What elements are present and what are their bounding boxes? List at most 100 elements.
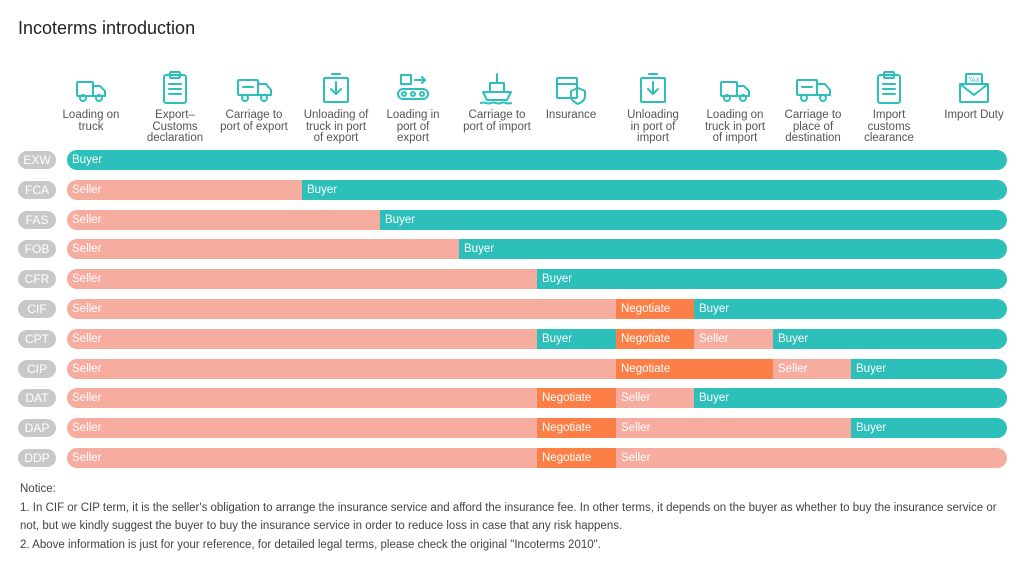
responsibility-bar: Seller Buyer	[67, 209, 1007, 230]
term-code: CIP	[18, 359, 56, 378]
notice-line-2: 2. Above information is just for your re…	[20, 538, 601, 551]
stage-column: Carriage to port of export	[215, 70, 293, 133]
term-row: FOB Seller Buyer	[0, 239, 1024, 260]
buyer-segment: Buyer	[67, 150, 1007, 170]
stage-column: Loading on truck	[52, 70, 130, 133]
notice-line-1: 1. In CIF or CIP term, it is the seller'…	[20, 501, 997, 533]
stage-label: Export– Customs declaration	[146, 109, 204, 144]
buyer-segment: Buyer	[380, 209, 1007, 230]
responsibility-bar: Seller Negotiate Seller	[67, 448, 1007, 468]
seller-segment: Seller	[773, 358, 851, 379]
term-row: CIF Seller Negotiate Buyer	[0, 299, 1024, 319]
buyer-segment: Buyer	[459, 239, 1007, 260]
conveyor-icon	[393, 70, 433, 106]
stage-label: Loading on truck	[62, 109, 120, 133]
seller-segment: Seller	[694, 328, 773, 349]
responsibility-bar: Seller Buyer Negotiate Seller Buyer	[67, 328, 1007, 349]
box-down-icon	[316, 70, 356, 106]
seller-segment: Seller	[67, 209, 380, 230]
stage-column: Unloading of truck in port of export	[297, 70, 375, 145]
negotiate-segment: Negotiate	[537, 418, 616, 439]
stage-column: Carriage to port of import	[458, 70, 536, 133]
responsibility-bar: Seller Buyer	[67, 269, 1007, 290]
term-row: EXW Buyer	[0, 150, 1024, 170]
responsibility-bar: Seller Buyer	[67, 179, 1007, 200]
responsibility-bar: Seller Negotiate Seller Buyer	[67, 358, 1007, 379]
stage-column: Loading on truck in port of import	[696, 70, 774, 145]
term-code: EXW	[18, 151, 56, 169]
buyer-segment: Buyer	[773, 328, 1007, 349]
clipboard-icon	[155, 70, 195, 106]
seller-segment: Seller	[67, 269, 537, 290]
ship-icon	[477, 70, 517, 106]
responsibility-bar: Seller Negotiate Seller Buyer	[67, 418, 1007, 439]
buyer-segment: Buyer	[537, 269, 1007, 290]
responsibility-bar: Seller Buyer	[67, 239, 1007, 260]
truck-icon	[71, 70, 111, 106]
term-code: DAT	[18, 389, 56, 408]
stage-label: Unloading of truck in port of export	[303, 109, 369, 144]
buyer-segment: Buyer	[302, 179, 1007, 200]
stage-label: Loading on truck in port of import	[704, 109, 766, 144]
term-code: CIF	[18, 300, 56, 318]
term-row: CIP Seller Negotiate Seller Buyer	[0, 358, 1024, 379]
delivery-truck-icon	[793, 70, 833, 106]
buyer-segment: Buyer	[851, 358, 1007, 379]
term-code: FCA	[18, 180, 56, 199]
term-row: FCA Seller Buyer	[0, 179, 1024, 200]
buyer-segment: Buyer	[694, 299, 1007, 319]
box-down-icon	[633, 70, 673, 106]
term-code: FAS	[18, 210, 56, 229]
term-code: CPT	[18, 329, 56, 348]
term-row: DDP Seller Negotiate Seller	[0, 448, 1024, 468]
seller-segment: Seller	[616, 448, 1007, 468]
seller-segment: Seller	[67, 239, 459, 260]
stage-column: Unloading in port of import	[614, 70, 692, 145]
term-row: DAT Seller Negotiate Seller Buyer	[0, 388, 1024, 409]
term-code: FOB	[18, 240, 56, 259]
clipboard-icon	[869, 70, 909, 106]
stage-label: Carriage to port of import	[463, 109, 531, 133]
notice-section: Notice: 1. In CIF or CIP term, it is the…	[20, 480, 1005, 554]
seller-segment: Seller	[67, 388, 537, 409]
stage-column: Carriage to place of destination	[774, 70, 852, 145]
truck-icon	[715, 70, 755, 106]
seller-segment: Seller	[67, 299, 616, 319]
stage-label: Insurance	[545, 109, 597, 121]
svg-text:TAX: TAX	[968, 78, 979, 84]
stage-label: Import Duty	[944, 109, 1004, 121]
stage-column: Export– Customs declaration	[136, 70, 214, 145]
seller-segment: Seller	[67, 179, 302, 200]
delivery-truck-icon	[234, 70, 274, 106]
stage-label: Carriage to port of export	[220, 109, 288, 133]
stage-column: Import customs clearance	[850, 70, 928, 145]
notice-heading: Notice:	[20, 483, 56, 495]
negotiate-segment: Negotiate	[616, 328, 694, 349]
stage-label: Import customs clearance	[864, 109, 914, 144]
stage-column: TAX Import Duty	[935, 70, 1013, 122]
buyer-segment: Buyer	[694, 388, 1007, 409]
term-row: CFR Seller Buyer	[0, 269, 1024, 290]
seller-segment: Seller	[616, 388, 694, 409]
stage-header-row: Loading on truck Export– Customs declarat…	[0, 70, 1024, 150]
negotiate-segment: Negotiate	[537, 448, 616, 468]
term-row: CPT Seller Buyer Negotiate Seller Buyer	[0, 328, 1024, 349]
stage-label: Carriage to place of destination	[784, 109, 842, 144]
shield-box-icon	[551, 70, 591, 106]
buyer-segment: Buyer	[537, 328, 616, 349]
page-title: Incoterms introduction	[18, 18, 196, 38]
negotiate-segment: Negotiate	[537, 388, 616, 409]
term-row: DAP Seller Negotiate Seller Buyer	[0, 418, 1024, 439]
seller-segment: Seller	[616, 418, 851, 439]
stage-label: Unloading in port of import	[627, 109, 679, 144]
responsibility-bar: Buyer	[67, 150, 1007, 170]
negotiate-segment: Negotiate	[616, 299, 694, 319]
stage-column: Insurance	[532, 70, 610, 122]
responsibility-bar: Seller Negotiate Seller Buyer	[67, 388, 1007, 409]
stage-column: Loading in port of export	[374, 70, 452, 145]
stage-label: Loading in port of export	[386, 109, 440, 144]
seller-segment: Seller	[67, 448, 537, 468]
term-row: FAS Seller Buyer	[0, 209, 1024, 230]
term-code: CFR	[18, 270, 56, 289]
responsibility-bar: Seller Negotiate Buyer	[67, 299, 1007, 319]
